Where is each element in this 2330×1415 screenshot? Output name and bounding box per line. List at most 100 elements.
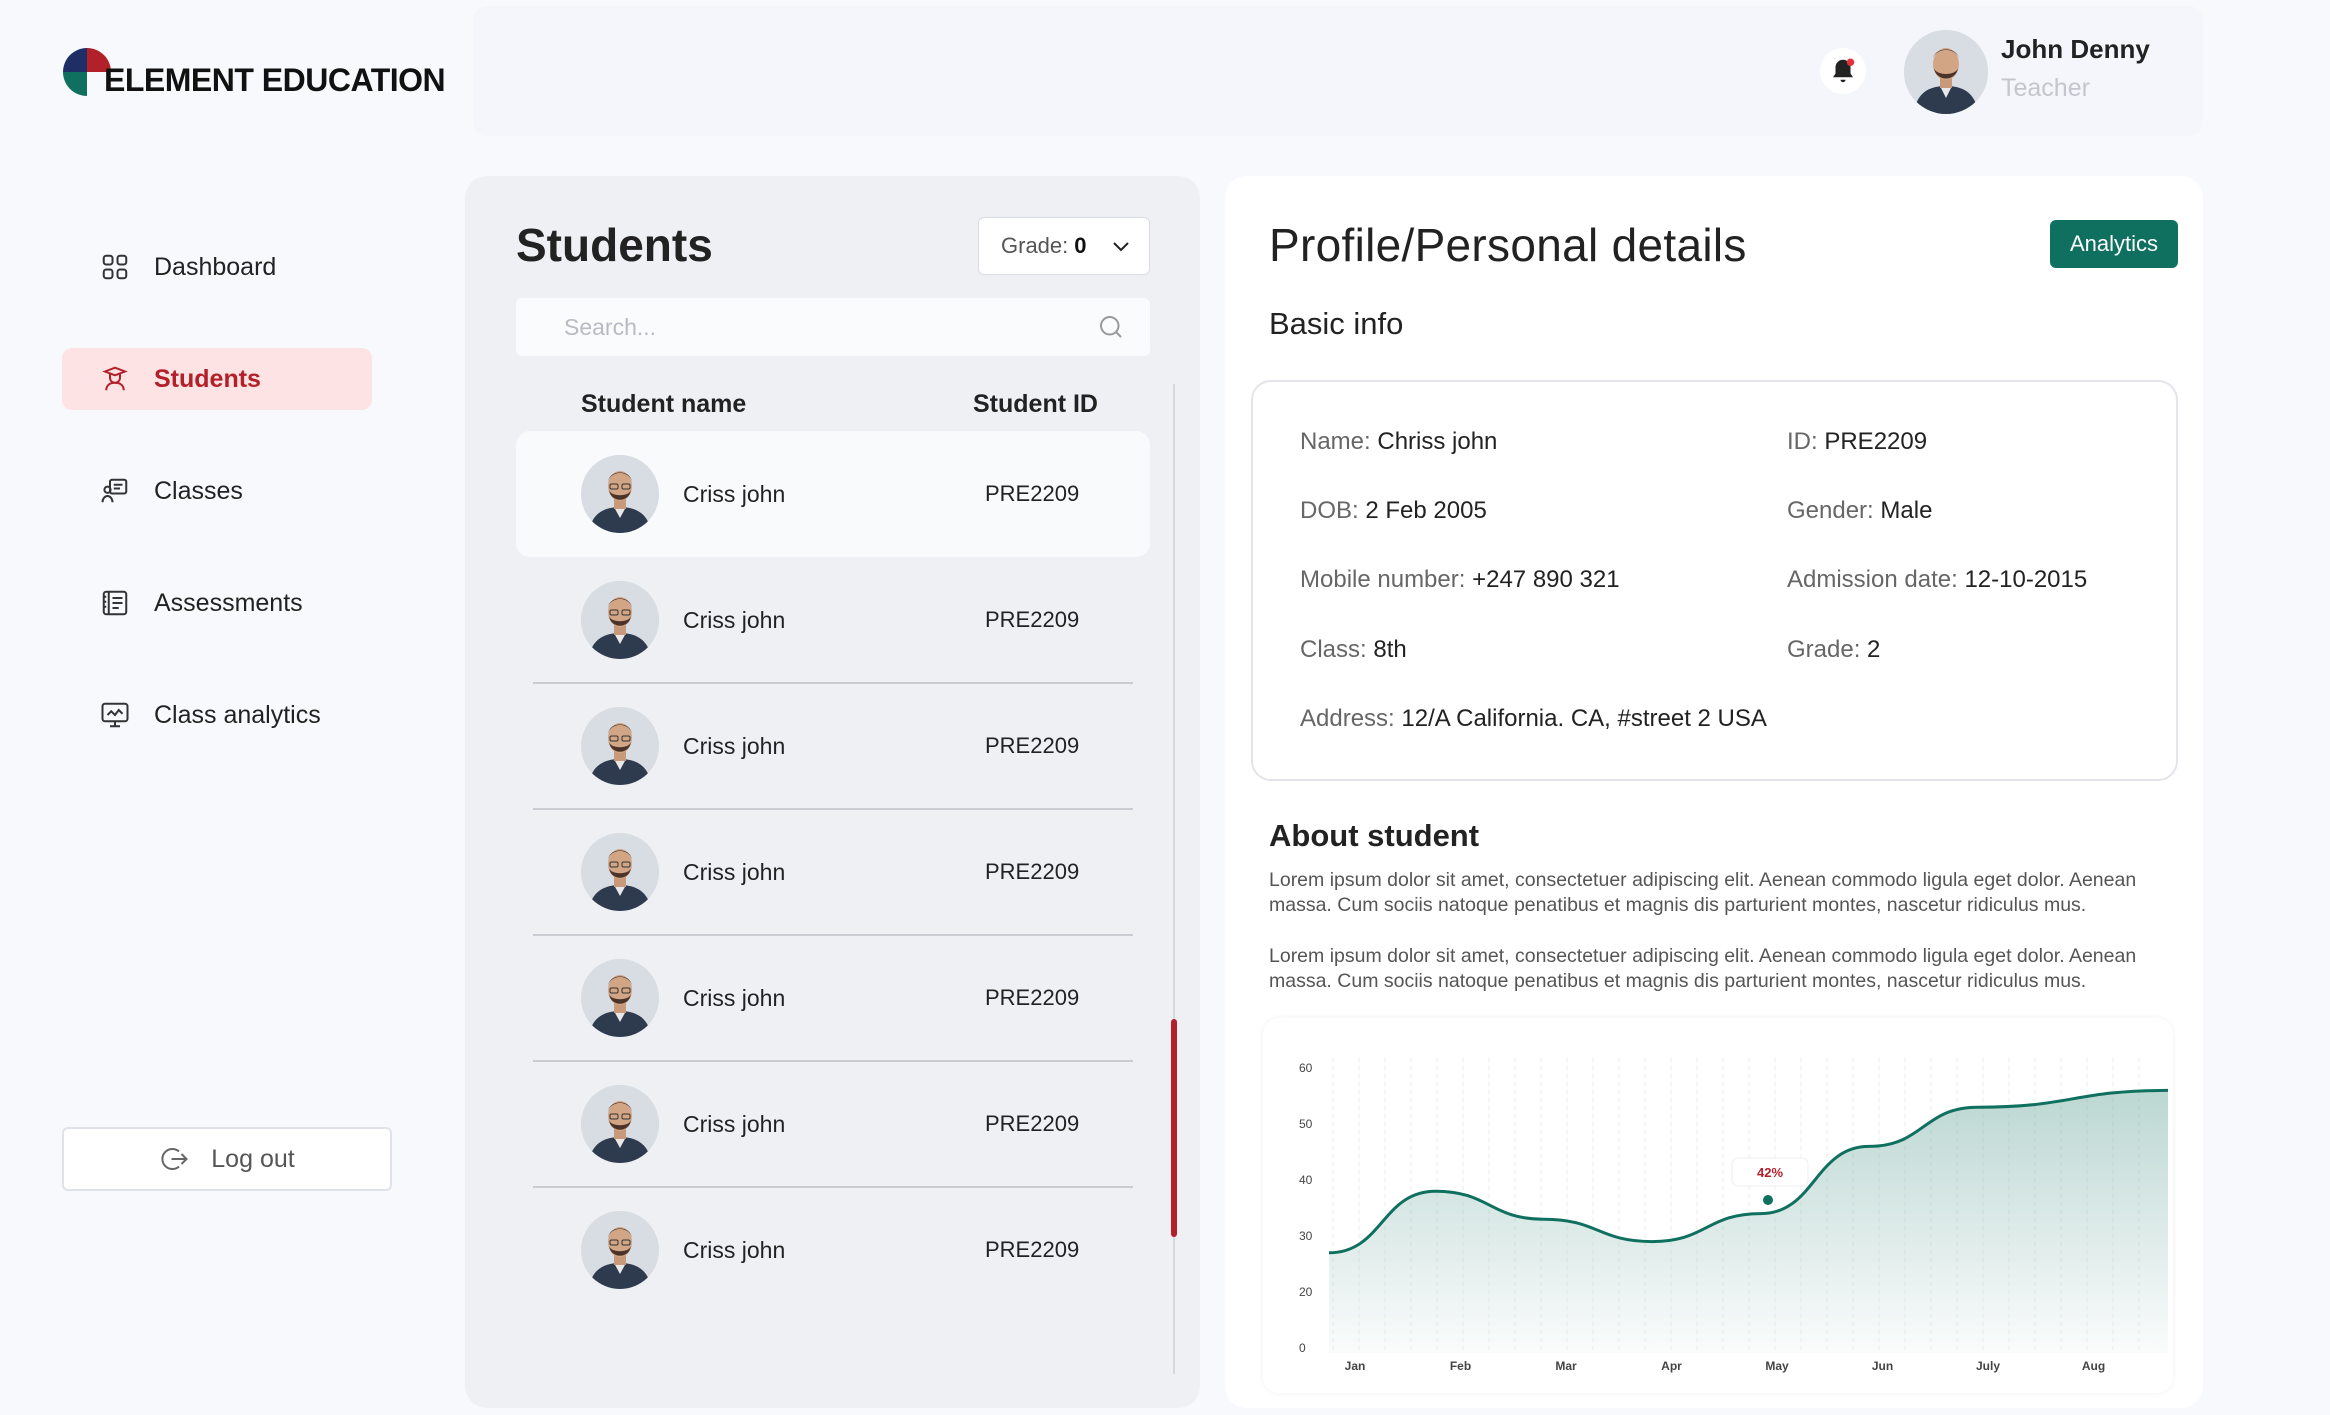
person-avatar-icon: [581, 581, 659, 659]
app-logo[interactable]: ELEMENT EDUCATION: [62, 44, 446, 99]
profile-title: Profile/Personal details: [1269, 219, 1747, 271]
student-id: PRE2209: [985, 1237, 1080, 1262]
grade-dropdown[interactable]: Grade: 0: [978, 217, 1150, 275]
y-tick-label: 0: [1299, 1341, 1306, 1355]
info-mobile: Mobile number: +247 890 321: [1300, 566, 1620, 593]
student-name: Criss john: [683, 606, 786, 633]
x-tick-label: May: [1765, 1359, 1789, 1373]
y-tick-label: 60: [1299, 1061, 1313, 1075]
logout-button[interactable]: Log out: [62, 1127, 392, 1191]
student-id: PRE2209: [985, 985, 1080, 1010]
student-name: Criss john: [683, 1110, 786, 1137]
series-area: [1329, 1090, 2168, 1353]
search-input[interactable]: [564, 313, 1084, 341]
logout-label: Log out: [211, 1144, 295, 1173]
about-student-heading: About student: [1269, 818, 1480, 853]
highlight-label: 42%: [1757, 1165, 1783, 1180]
info-admission-date: Admission date: 12-10-2015: [1787, 566, 2088, 593]
sidebar-item-classes[interactable]: Classes: [62, 460, 372, 522]
info-id: ID: PRE2209: [1787, 428, 1928, 455]
info-class: Class: 8th: [1300, 636, 1407, 663]
student-row[interactable]: Criss john PRE2209: [516, 557, 1150, 683]
student-row[interactable]: Criss john PRE2209: [516, 935, 1150, 1061]
student-id: PRE2209: [985, 481, 1080, 506]
person-avatar-icon: [581, 1211, 659, 1289]
student-id: PRE2209: [985, 1111, 1080, 1136]
student-chart: 60 50 40 30 20 0 Jan Feb Mar Apr May Jun July Aug 42%: [1263, 1018, 2173, 1393]
person-avatar-icon: [581, 1085, 659, 1163]
scrollbar-thumb[interactable]: [1171, 1019, 1177, 1237]
x-tick-label: Feb: [1450, 1359, 1471, 1373]
logo-text: ELEMENT EDUCATION: [104, 62, 446, 98]
row-divider: [533, 1060, 1133, 1062]
scrollbar-track[interactable]: [1173, 384, 1175, 1374]
student-id: PRE2209: [985, 607, 1080, 632]
notebook-icon: [98, 586, 132, 620]
column-header-id[interactable]: Student ID: [973, 390, 1098, 418]
student-row[interactable]: Criss john PRE2209: [516, 431, 1150, 557]
profile-panel: Profile/Personal details Analytics Basic…: [1225, 176, 2203, 1408]
student-name: Criss john: [683, 480, 786, 507]
student-name: Criss john: [683, 984, 786, 1011]
info-name: Name: Chriss john: [1300, 428, 1498, 455]
graduate-icon: [98, 362, 132, 396]
person-avatar-icon: [581, 707, 659, 785]
user-avatar[interactable]: [1904, 30, 1988, 114]
user-name: John Denny: [2001, 34, 2150, 64]
row-divider: [533, 682, 1133, 684]
sidebar-item-label: Students: [154, 364, 261, 393]
student-name: Criss john: [683, 732, 786, 759]
student-id: PRE2209: [985, 859, 1080, 884]
row-divider: [533, 1186, 1133, 1188]
student-row[interactable]: Criss john PRE2209: [516, 1187, 1150, 1313]
student-avatar: [581, 455, 659, 533]
student-avatar: [581, 959, 659, 1037]
sidebar-item-class-analytics[interactable]: Class analytics: [62, 684, 372, 746]
y-tick-label: 30: [1299, 1229, 1313, 1243]
chart-svg: 60 50 40 30 20 0 Jan Feb Mar Apr May Jun July Aug 42%: [1299, 1058, 2169, 1373]
student-id: PRE2209: [985, 733, 1080, 758]
student-row[interactable]: Criss john PRE2209: [516, 1061, 1150, 1187]
basic-info-heading: Basic info: [1269, 306, 1404, 341]
student-name: Criss john: [683, 858, 786, 885]
about-paragraph-2: Lorem ipsum dolor sit amet, consectetuer…: [1269, 945, 2137, 992]
info-dob: DOB: 2 Feb 2005: [1300, 497, 1487, 524]
sidebar-item-students[interactable]: Students: [62, 348, 372, 410]
logo-icon: [63, 47, 111, 96]
user-role: Teacher: [2001, 74, 2090, 102]
analytics-button[interactable]: Analytics: [2050, 220, 2178, 268]
x-tick-label: Jan: [1345, 1359, 1366, 1373]
chevron-down-icon: [1112, 242, 1129, 252]
row-divider: [533, 934, 1133, 936]
student-avatar: [581, 1211, 659, 1289]
sidebar-item-assessments[interactable]: Assessments: [62, 572, 372, 634]
y-tick-label: 50: [1299, 1117, 1313, 1131]
highlight-tooltip: [1731, 1157, 1809, 1187]
person-avatar-icon: [581, 833, 659, 911]
sidebar-item-label: Class analytics: [154, 700, 321, 729]
monitor-chart-icon: [98, 698, 132, 732]
row-divider: [533, 808, 1133, 810]
student-avatar: [581, 1085, 659, 1163]
column-header-name[interactable]: Student name: [581, 390, 747, 418]
sidebar-item-label: Assessments: [154, 588, 303, 617]
sidebar-item-dashboard[interactable]: Dashboard: [62, 236, 372, 298]
students-title: Students: [516, 219, 713, 271]
series-line: [1328, 1088, 2169, 1255]
y-tick-label: 20: [1299, 1285, 1313, 1299]
students-panel: Students Grade: 0 Student name Student I…: [465, 176, 1200, 1408]
person-avatar-icon: [581, 959, 659, 1037]
notification-bell-button[interactable]: [1820, 48, 1866, 94]
grid-icon: [98, 250, 132, 284]
y-tick-label: 40: [1299, 1173, 1313, 1187]
info-grade: Grade: 2: [1787, 636, 1881, 663]
person-avatar-icon: [581, 455, 659, 533]
about-paragraph-1: Lorem ipsum dolor sit amet, consectetuer…: [1269, 869, 2137, 916]
student-row[interactable]: Criss john PRE2209: [516, 683, 1150, 809]
student-avatar: [581, 707, 659, 785]
search-icon[interactable]: [1096, 312, 1126, 342]
student-row[interactable]: Criss john PRE2209: [516, 809, 1150, 935]
info-address: Address: 12/A California. CA, #street 2 …: [1300, 705, 1767, 732]
info-gender: Gender: Male: [1787, 497, 1933, 524]
x-tick-label: Apr: [1661, 1359, 1682, 1373]
